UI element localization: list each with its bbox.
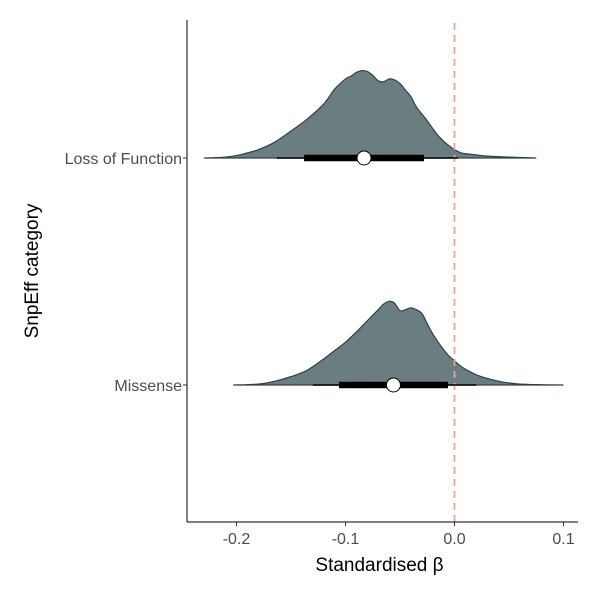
x-tick-label-1: -0.1 bbox=[332, 531, 360, 548]
x-axis-ticks: -0.2 -0.1 0.0 0.1 bbox=[223, 522, 575, 548]
interval-layer bbox=[276, 150, 477, 393]
x-tick-label-3: 0.1 bbox=[552, 531, 574, 548]
point-estimate-loss-of-function bbox=[356, 150, 372, 166]
point-estimate-missense bbox=[385, 377, 401, 393]
y-tick-label-loss-of-function: Loss of Function bbox=[65, 151, 182, 168]
y-axis-title: SnpEff category bbox=[22, 203, 43, 338]
x-axis-title: Standardised β bbox=[315, 555, 443, 576]
density-missense bbox=[233, 300, 564, 386]
x-tick-label-2: 0.0 bbox=[443, 531, 465, 548]
density-loss-of-function bbox=[203, 69, 537, 159]
density-layer bbox=[203, 69, 564, 386]
y-axis-ticks: Loss of Function Missense bbox=[65, 151, 187, 395]
y-tick-label-missense: Missense bbox=[114, 378, 182, 395]
x-tick-label-0: -0.2 bbox=[223, 531, 251, 548]
axes bbox=[186, 20, 578, 523]
